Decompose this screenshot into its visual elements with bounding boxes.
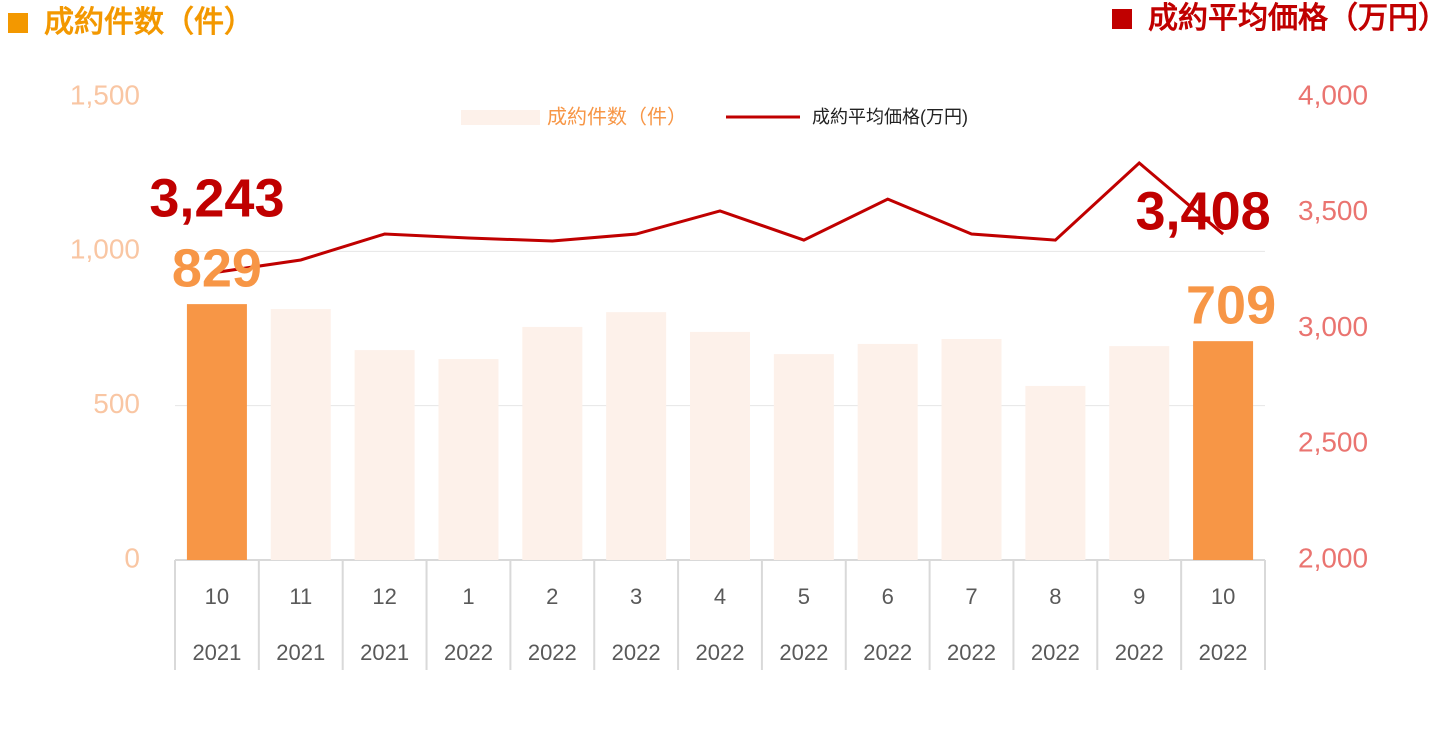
y-tick-label: 1,500: [70, 79, 140, 110]
bar: [1193, 341, 1254, 560]
bar: [606, 312, 667, 560]
x-group-label: 2022: [947, 640, 996, 665]
x-group-label: 2022: [1031, 640, 1080, 665]
bar: [1109, 346, 1170, 560]
y-tick-label: 1,000: [70, 234, 140, 265]
y2-tick-label: 2,500: [1298, 427, 1368, 458]
data-label: 3,243: [149, 169, 284, 229]
x-tick-label: 3: [630, 584, 642, 609]
y-tick-label: 500: [93, 388, 140, 419]
data-label: 709: [1186, 275, 1276, 335]
y-axis-title: 成約件数（件）: [44, 5, 254, 39]
legend-swatch: [461, 110, 540, 125]
x-tick-label: 5: [798, 584, 810, 609]
x-tick-label: 10: [205, 584, 229, 609]
x-tick-label: 8: [1049, 584, 1061, 609]
x-group-label: 2022: [1115, 640, 1164, 665]
bar: [1025, 385, 1086, 560]
bar: [186, 304, 247, 560]
x-tick-label: 12: [372, 584, 396, 609]
y2-tick-label: 3,500: [1298, 195, 1368, 226]
y2-tick-label: 2,000: [1298, 542, 1368, 573]
x-group-label: 2022: [444, 640, 493, 665]
x-group-label: 2022: [863, 640, 912, 665]
x-tick-label: 1: [462, 584, 474, 609]
bar: [270, 309, 331, 560]
x-group-label: 2021: [192, 640, 241, 665]
y-tick-label: 0: [124, 542, 140, 573]
x-group-label: 2022: [528, 640, 577, 665]
x-tick-label: 4: [714, 584, 726, 609]
y2-tick-label: 3,000: [1298, 311, 1368, 342]
x-tick-label: 6: [882, 584, 894, 609]
x-tick-label: 11: [289, 584, 312, 609]
legend-label: 成約平均価格(万円): [812, 107, 968, 127]
x-group-label: 2022: [779, 640, 828, 665]
x-group-label: 2022: [696, 640, 745, 665]
x-group-label: 2021: [276, 640, 325, 665]
bar: [354, 350, 415, 560]
data-label: 829: [172, 238, 262, 298]
legend-label: 成約件数（件）: [547, 105, 687, 128]
data-label: 3,408: [1136, 181, 1271, 241]
bar: [857, 343, 918, 560]
y2-axis-title: 成約平均価格（万円）: [1148, 1, 1440, 35]
y2-tick-label: 4,000: [1298, 79, 1368, 110]
x-group-label: 2021: [360, 640, 409, 665]
bar: [690, 331, 750, 560]
y2-label-icon: [1112, 9, 1132, 29]
bar: [438, 359, 499, 560]
x-tick-label: 10: [1211, 584, 1235, 609]
y-label-icon: [8, 13, 28, 33]
x-tick-label: 7: [965, 584, 977, 609]
line: [216, 160, 1225, 274]
x-tick-label: 2: [546, 584, 558, 609]
bar: [941, 338, 1002, 560]
x-tick-label: 9: [1133, 584, 1145, 609]
bar: [522, 326, 583, 560]
bar: [773, 354, 834, 560]
x-group-label: 2022: [612, 640, 661, 665]
x-group-label: 2022: [1199, 640, 1248, 665]
